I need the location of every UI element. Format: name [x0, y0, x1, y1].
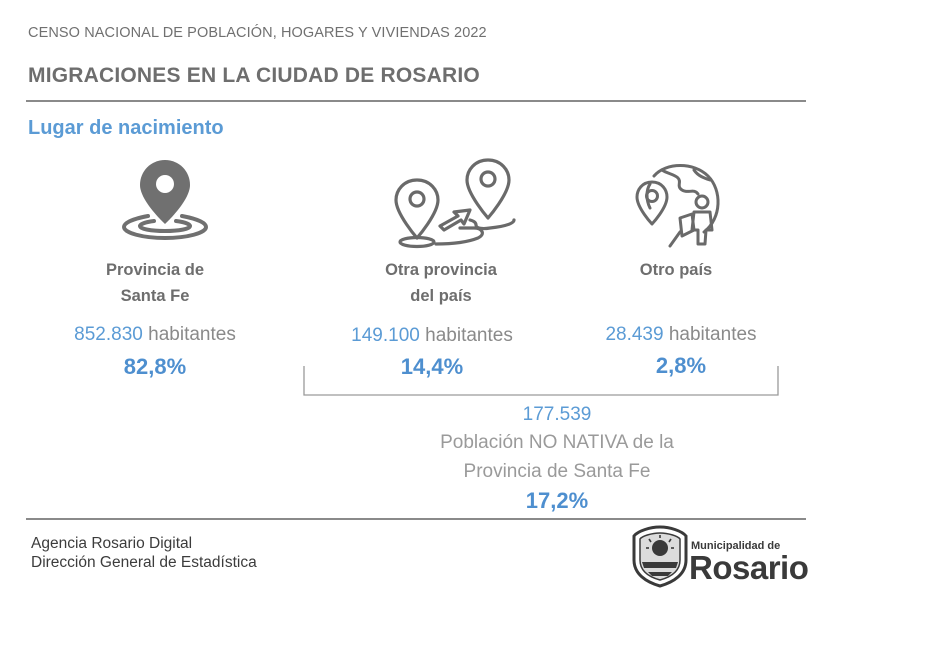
percent-santa-fe: 82,8%: [123, 354, 187, 379]
survey-title: CENSO NACIONAL DE POBLACIÓN, HOGARES Y V…: [28, 25, 487, 41]
footer-agency: Agencia Rosario Digital: [31, 535, 193, 552]
page-title: MIGRACIONES EN LA CIUDAD DE ROSARIO: [28, 64, 480, 87]
group-label-otro-pais: Otro país: [639, 261, 713, 279]
group-label-otra-provincia: Otra provincia del país: [385, 261, 497, 305]
group-label-santa-fe: Provincia de Santa Fe: [105, 261, 205, 305]
route-between-pins-icon: [390, 158, 518, 250]
section-title: Lugar de nacimiento: [28, 117, 224, 139]
non-native-bracket: [302, 366, 780, 398]
location-pin-icon: [120, 158, 210, 240]
header-divider: [26, 100, 806, 102]
percent-otro-pais: 2,8%: [655, 353, 707, 378]
rosario-seal-icon: [630, 524, 690, 593]
count-otro-pais: 28.439 habitantes: [605, 324, 757, 345]
footer-department: Dirección General de Estadística: [31, 554, 257, 571]
percent-otra-provincia: 14,4%: [400, 354, 464, 379]
logo-rosario-wordmark: Rosario: [689, 549, 809, 586]
count-otra-provincia: 149.100 habitantes: [351, 325, 513, 346]
non-native-description: Población NO NATIVA de la Provincia de Sa…: [440, 432, 674, 482]
footer-divider: [26, 518, 806, 520]
globe-traveler-icon: [632, 160, 724, 252]
logo-municipality-text: Municipalidad de: [691, 540, 781, 552]
non-native-count: 177.539: [522, 404, 592, 425]
count-santa-fe: 852.830 habitantes: [74, 324, 236, 345]
non-native-percent: 17,2%: [525, 488, 589, 513]
